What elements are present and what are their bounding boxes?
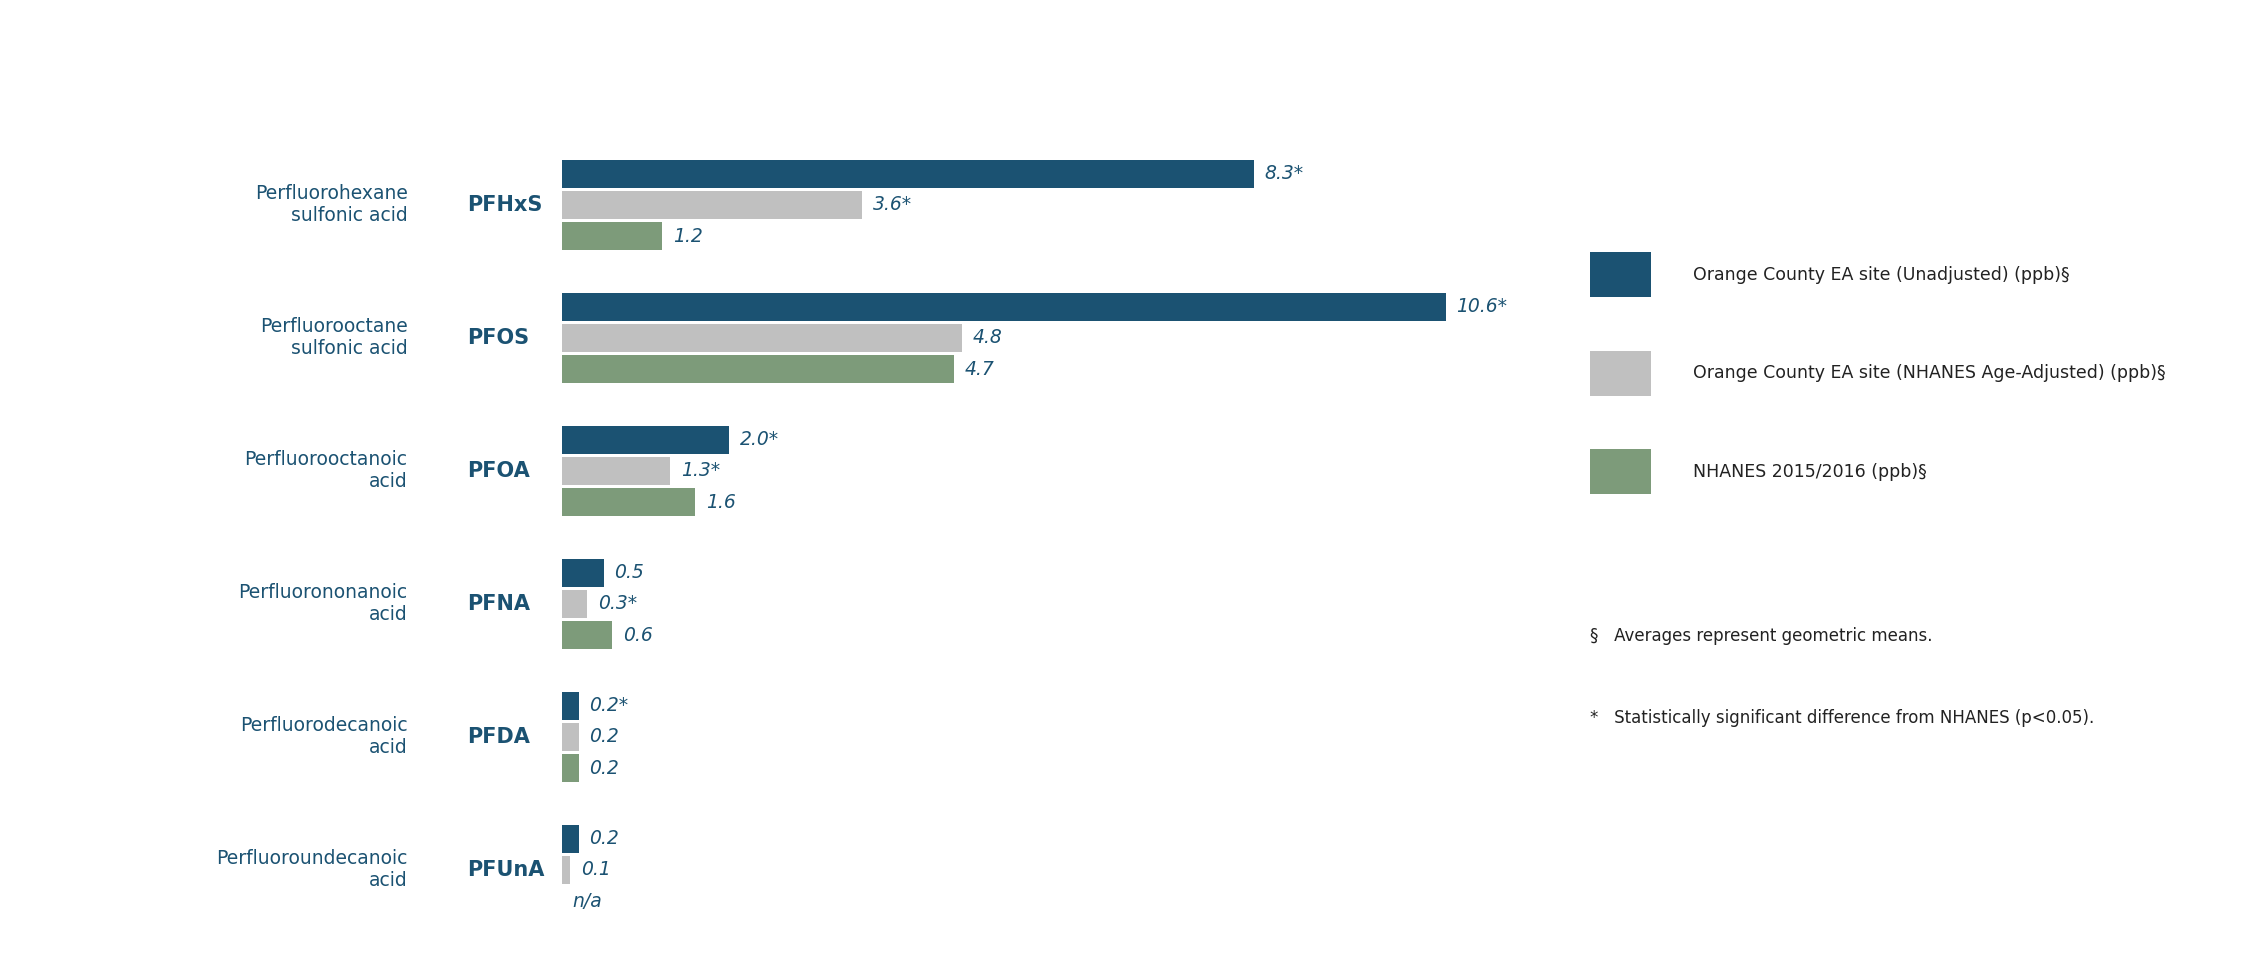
Text: 1.2: 1.2 xyxy=(672,227,704,245)
Text: 0.2*: 0.2* xyxy=(589,696,629,715)
Bar xyxy=(562,723,578,751)
Bar xyxy=(562,191,863,219)
Text: 0.3*: 0.3* xyxy=(598,594,636,614)
Text: Perfluorohexane
sulfonic acid: Perfluorohexane sulfonic acid xyxy=(254,185,407,226)
Text: 0.2: 0.2 xyxy=(589,758,618,778)
Bar xyxy=(562,590,587,617)
Text: 0.1: 0.1 xyxy=(582,861,611,879)
Bar xyxy=(562,159,1254,188)
Bar xyxy=(562,621,611,649)
FancyBboxPatch shape xyxy=(1589,449,1652,494)
Text: Orange County EA site (NHANES Age-Adjusted) (ppb)§: Orange County EA site (NHANES Age-Adjust… xyxy=(1693,364,2165,382)
Text: PFDA: PFDA xyxy=(468,727,531,746)
Text: 0.2: 0.2 xyxy=(589,727,618,746)
Bar xyxy=(562,754,578,783)
Text: PFOA: PFOA xyxy=(468,461,531,481)
Bar xyxy=(562,222,661,250)
FancyBboxPatch shape xyxy=(1589,351,1652,396)
Text: 0.2: 0.2 xyxy=(589,829,618,848)
Text: 4.7: 4.7 xyxy=(964,360,994,379)
Bar xyxy=(562,292,1445,320)
Text: NHANES 2015/2016 (ppb)§: NHANES 2015/2016 (ppb)§ xyxy=(1693,463,1927,481)
Text: PFNA: PFNA xyxy=(468,594,531,614)
Text: 1.3*: 1.3* xyxy=(681,461,719,481)
Text: Perfluorononanoic
acid: Perfluorononanoic acid xyxy=(238,583,407,624)
Text: PFOS: PFOS xyxy=(468,328,528,348)
Text: Perfluorooctanoic
acid: Perfluorooctanoic acid xyxy=(245,450,407,491)
Bar xyxy=(562,692,578,720)
Bar xyxy=(562,323,962,352)
Text: Perfluoroundecanoic
acid: Perfluoroundecanoic acid xyxy=(216,849,407,890)
Text: Perfluorooctane
sulfonic acid: Perfluorooctane sulfonic acid xyxy=(261,318,407,359)
Text: 3.6*: 3.6* xyxy=(872,195,913,214)
Text: n/a: n/a xyxy=(573,892,602,911)
Text: 1.6: 1.6 xyxy=(706,492,735,512)
Bar xyxy=(562,856,571,884)
Text: §   Averages represent geometric means.: § Averages represent geometric means. xyxy=(1589,627,1933,645)
Text: 8.3*: 8.3* xyxy=(1266,164,1304,183)
Text: Perfluorodecanoic
acid: Perfluorodecanoic acid xyxy=(241,716,407,757)
Bar xyxy=(562,488,695,516)
Text: 10.6*: 10.6* xyxy=(1457,297,1508,317)
FancyBboxPatch shape xyxy=(1589,252,1652,297)
Bar xyxy=(562,457,670,485)
Text: 0.5: 0.5 xyxy=(614,563,645,582)
Text: 0.6: 0.6 xyxy=(623,625,652,645)
Text: Orange County EA site average PFAS blood levels compared to national averages§: Orange County EA site average PFAS blood… xyxy=(27,36,1765,71)
Text: PFUnA: PFUnA xyxy=(468,860,544,880)
Text: 2.0*: 2.0* xyxy=(740,430,778,449)
Bar xyxy=(562,355,953,383)
Bar xyxy=(562,426,728,453)
Bar xyxy=(562,825,578,853)
Text: 4.8: 4.8 xyxy=(973,328,1003,348)
Text: PFHxS: PFHxS xyxy=(468,194,542,215)
Bar xyxy=(562,559,605,586)
Text: *   Statistically significant difference from NHANES (p<0.05).: * Statistically significant difference f… xyxy=(1589,709,2095,727)
Text: Orange County EA site (Unadjusted) (ppb)§: Orange County EA site (Unadjusted) (ppb)… xyxy=(1693,266,2068,283)
